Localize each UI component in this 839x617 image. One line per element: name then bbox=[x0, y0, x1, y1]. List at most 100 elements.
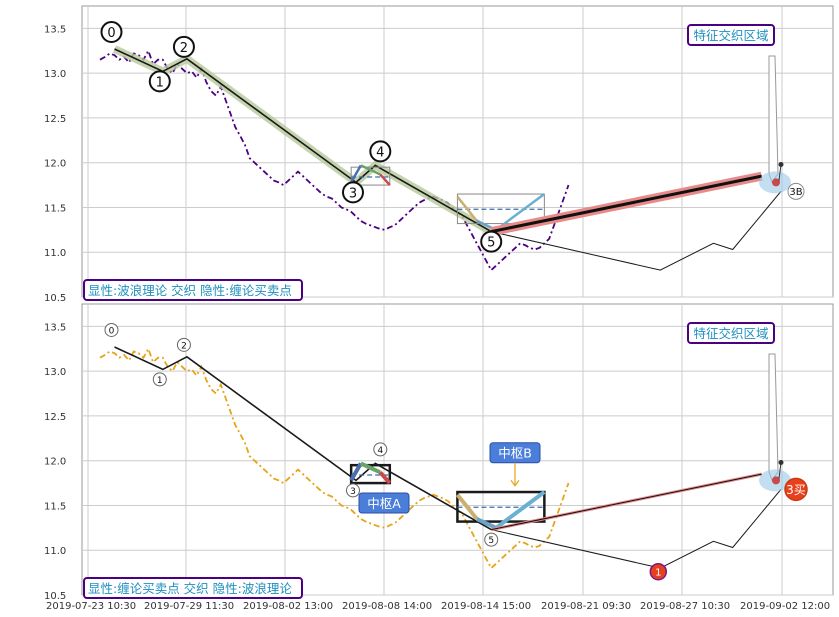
plot-frame bbox=[81, 5, 834, 298]
wave-point-label: 3 bbox=[350, 487, 356, 497]
wave-line bbox=[114, 346, 492, 531]
x-tick-label: 2019-08-02 13:00 bbox=[243, 601, 333, 612]
corner-label-text: 显性:波浪理论 交织 隐性:缠论买卖点 bbox=[88, 283, 292, 298]
pivot-segment bbox=[359, 461, 381, 475]
breakout-line bbox=[491, 473, 762, 531]
wave-point-marker bbox=[148, 70, 171, 93]
y-tick-label: 11.0 bbox=[44, 546, 66, 557]
wave-point-label: 4 bbox=[376, 145, 384, 160]
third-buy-label: 3买 bbox=[786, 483, 806, 497]
wave-point-marker bbox=[341, 181, 364, 204]
pivot-segment bbox=[360, 164, 381, 176]
pin-stem bbox=[778, 164, 782, 181]
wave-point-label: 0 bbox=[107, 26, 115, 41]
top-panel: 10.5 11.0 11.5 12.0 12.5 13.0 13.5 0 1 2 3 4 5 特征交织区域… bbox=[44, 5, 834, 304]
pivot-segment bbox=[350, 164, 362, 184]
wave-point-marker bbox=[100, 20, 123, 43]
y-tick-label: 11.0 bbox=[44, 248, 66, 259]
x-tick-label: 2019-07-29 11:30 bbox=[144, 601, 234, 612]
corner-label-box bbox=[83, 577, 303, 599]
wave-point-marker bbox=[345, 483, 360, 498]
y-tick-label: 12.0 bbox=[44, 457, 66, 468]
region-label-tag: 特征交织区域 bbox=[687, 24, 775, 46]
y-tick-label: 12.0 bbox=[44, 159, 66, 170]
pivot-b-arrow bbox=[510, 462, 520, 487]
x-tick-label: 2019-08-21 09:30 bbox=[541, 601, 631, 612]
wave-point-marker bbox=[104, 322, 119, 337]
corner-label-tag: 显性:缠论买卖点 交织 隐性:波浪理论 bbox=[83, 577, 303, 599]
y-tick-label: 10.5 bbox=[44, 591, 66, 602]
plot-frame bbox=[81, 303, 834, 596]
pivot-b-tag: 中枢B bbox=[489, 442, 541, 464]
wave-point-label: 4 bbox=[377, 446, 383, 456]
wave-point-marker bbox=[373, 442, 388, 457]
wave-point-label: 2 bbox=[180, 41, 188, 56]
third-buy-label: 3B bbox=[789, 187, 802, 198]
region-label-text: 特征交织区域 bbox=[693, 326, 768, 341]
pivot-segment bbox=[378, 470, 392, 485]
region-label-tag: 特征交织区域 bbox=[687, 322, 775, 344]
wave-point-marker bbox=[369, 140, 392, 163]
wave-point-label: 1 bbox=[157, 376, 163, 386]
y-tick-label: 12.5 bbox=[44, 114, 66, 125]
wave-line bbox=[114, 48, 492, 233]
corner-label-text: 显性:缠论买卖点 交织 隐性:波浪理论 bbox=[88, 581, 292, 596]
pivot-segment bbox=[494, 490, 546, 530]
wave-point-label: 5 bbox=[487, 236, 495, 251]
wave-point-label: 5 bbox=[488, 536, 494, 546]
wave-point-marker bbox=[152, 372, 167, 387]
pivot-segment bbox=[349, 462, 363, 482]
pivot-segment bbox=[379, 173, 391, 186]
region-label-text: 特征交织区域 bbox=[693, 28, 768, 43]
trend-line bbox=[491, 488, 782, 569]
corner-label-tag: 显性:波浪理论 交织 隐性:缠论买卖点 bbox=[83, 279, 303, 301]
pivot-segment bbox=[455, 493, 479, 521]
trend-line bbox=[491, 190, 782, 271]
y-tick-label: 13.0 bbox=[44, 69, 66, 80]
y-tick-label: 13.5 bbox=[44, 24, 66, 35]
breakout-line bbox=[490, 174, 763, 234]
pivot-segment bbox=[495, 193, 546, 231]
y-tick-label: 10.5 bbox=[44, 293, 66, 304]
intersection-dot bbox=[772, 476, 780, 485]
y-tick-label: 13.5 bbox=[44, 322, 66, 333]
x-tick-label: 2019-08-08 14:00 bbox=[342, 601, 432, 612]
pivot-segment bbox=[475, 517, 497, 530]
pivot-a-box bbox=[358, 492, 410, 514]
pivot-box-a bbox=[350, 166, 391, 186]
x-axis: 2019-07-23 10:30 2019-07-29 11:30 2019-08-… bbox=[46, 601, 830, 612]
x-tick-label: 2019-07-23 10:30 bbox=[46, 601, 136, 612]
pivot-box-a bbox=[349, 463, 392, 485]
wave-point-marker bbox=[484, 532, 499, 547]
bottom-panel: 10.5 11.0 11.5 12.0 12.5 13.0 13.5 0 1 2 3 4 5 特征交织区域… bbox=[44, 303, 834, 602]
pivot-a-tag: 中枢A bbox=[358, 492, 410, 514]
pivot-b-label: 中枢B bbox=[498, 446, 532, 461]
first-buy-label: 1 bbox=[655, 568, 661, 579]
wave-point-label: 2 bbox=[181, 341, 187, 351]
wave-point-marker bbox=[480, 230, 503, 253]
pin-stem bbox=[778, 462, 782, 479]
third-buy-marker bbox=[784, 477, 808, 502]
intersection-dot bbox=[772, 178, 780, 187]
region-label-box bbox=[687, 24, 775, 46]
y-tick-label: 11.5 bbox=[44, 501, 66, 512]
x-tick-label: 2019-09-02 12:00 bbox=[740, 601, 830, 612]
third-buy-marker bbox=[787, 182, 805, 200]
wave-point-marker bbox=[172, 35, 195, 58]
price-series-line bbox=[99, 346, 570, 570]
wave-point-label: 3 bbox=[349, 186, 357, 201]
x-tick-label: 2019-08-27 10:30 bbox=[640, 601, 730, 612]
first-buy-marker bbox=[649, 562, 668, 581]
y-tick-label: 13.0 bbox=[44, 367, 66, 378]
wave-point-label: 0 bbox=[109, 326, 115, 336]
pivot-segment bbox=[456, 195, 478, 222]
pivot-a-label: 中枢A bbox=[367, 496, 401, 511]
wave-point-label: 1 bbox=[156, 75, 164, 90]
y-tick-label: 12.5 bbox=[44, 412, 66, 423]
y-tick-label: 11.5 bbox=[44, 203, 66, 214]
corner-label-box bbox=[83, 279, 303, 301]
x-tick-label: 2019-08-14 15:00 bbox=[441, 601, 531, 612]
wave-point-marker bbox=[176, 337, 191, 352]
region-label-box bbox=[687, 322, 775, 344]
